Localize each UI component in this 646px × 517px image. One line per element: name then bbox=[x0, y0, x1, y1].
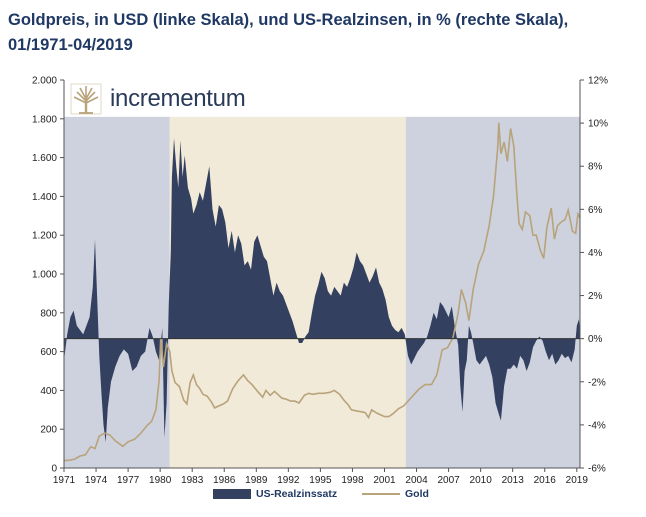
right-tick-label: 4% bbox=[588, 248, 603, 259]
right-tick-label: 8% bbox=[588, 162, 603, 173]
x-tick-label: 1986 bbox=[213, 475, 236, 486]
right-tick-label: 0% bbox=[588, 334, 603, 345]
left-tick-label: 800 bbox=[40, 308, 57, 319]
right-tick-label: -2% bbox=[588, 377, 606, 388]
legend-item-gold: Gold bbox=[362, 488, 429, 500]
x-tick-label: 2007 bbox=[437, 475, 460, 486]
chart-axes: 0 200 400 600 800 1.000 1.200 1.400 1.600 1.800 2.… bbox=[32, 76, 608, 487]
left-tick-label: 400 bbox=[40, 386, 57, 397]
x-tick-label: 2013 bbox=[502, 475, 525, 486]
shaded-period-0 bbox=[64, 116, 170, 469]
right-tick-label: -6% bbox=[588, 464, 606, 475]
left-tick-label: 1.200 bbox=[32, 231, 57, 242]
x-tick-label: 1974 bbox=[85, 475, 108, 486]
x-tick-label: 1989 bbox=[245, 475, 268, 486]
legend-label-gold: Gold bbox=[405, 488, 429, 500]
left-tick-label: 1.400 bbox=[32, 192, 57, 203]
right-tick-label: 6% bbox=[588, 205, 603, 216]
tree-logo-icon bbox=[70, 83, 102, 115]
logo: incrementum bbox=[70, 83, 246, 115]
x-tick-label: 2010 bbox=[470, 475, 493, 486]
chart-title-line-1: Goldpreis, in USD (linke Skala), und US-… bbox=[8, 11, 569, 29]
chart-title-line-2: 01/1971-04/2019 bbox=[8, 36, 133, 54]
left-tick-label: 1.800 bbox=[32, 114, 57, 125]
x-tick-label: 1980 bbox=[149, 475, 172, 486]
right-tick-label: -4% bbox=[588, 420, 606, 431]
x-tick-label: 2019 bbox=[566, 475, 589, 486]
right-tick-label: 10% bbox=[588, 119, 608, 130]
right-tick-label: 2% bbox=[588, 291, 603, 302]
x-tick-label: 2001 bbox=[373, 475, 396, 486]
left-tick-label: 2.000 bbox=[32, 76, 57, 87]
shaded-period-2 bbox=[405, 116, 580, 469]
x-tick-label: 2016 bbox=[534, 475, 557, 486]
x-tick-label: 1983 bbox=[181, 475, 204, 486]
series-gold-line bbox=[63, 122, 581, 462]
chart-legend: US-Realzinssatz Gold bbox=[0, 488, 646, 508]
x-tick-label: 1977 bbox=[117, 475, 140, 486]
legend-label-rate: US-Realzinssatz bbox=[256, 488, 338, 500]
legend-swatch-rate bbox=[213, 489, 251, 499]
x-tick-label: 2004 bbox=[405, 475, 428, 486]
left-tick-label: 0 bbox=[51, 464, 57, 475]
x-tick-label: 1971 bbox=[53, 475, 76, 486]
left-tick-label: 600 bbox=[40, 347, 57, 358]
logo-wordmark: incrementum bbox=[110, 85, 246, 112]
chart-title: Goldpreis, in USD (linke Skala), und US-… bbox=[8, 8, 638, 58]
x-tick-label: 1998 bbox=[341, 475, 364, 486]
legend-item-rate: US-Realzinssatz bbox=[213, 488, 337, 500]
legend-swatch-gold bbox=[362, 493, 400, 495]
right-tick-label: 12% bbox=[588, 76, 608, 87]
x-tick-label: 1995 bbox=[309, 475, 332, 486]
left-tick-label: 1.000 bbox=[32, 270, 57, 281]
x-tick-label: 1992 bbox=[277, 475, 300, 486]
left-tick-label: 1.600 bbox=[32, 153, 57, 164]
series-rate-area bbox=[64, 138, 580, 443]
left-tick-label: 200 bbox=[40, 425, 57, 436]
